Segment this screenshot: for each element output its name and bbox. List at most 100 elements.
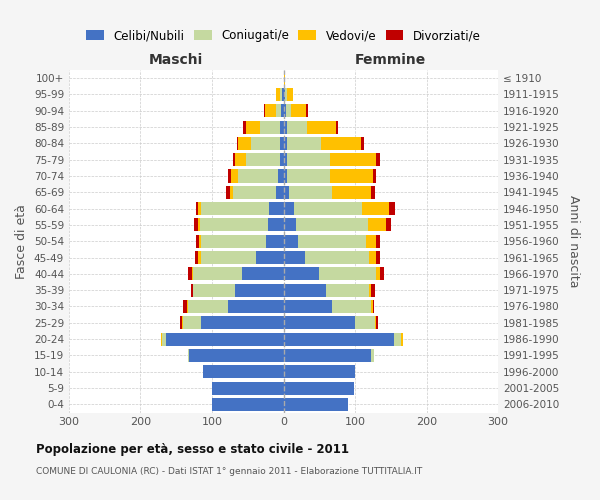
Bar xyxy=(289,186,332,199)
Bar xyxy=(245,153,280,166)
Bar xyxy=(330,153,376,166)
Bar xyxy=(371,284,375,296)
Bar xyxy=(305,104,308,118)
Bar xyxy=(284,349,371,362)
Bar xyxy=(284,218,296,232)
Bar xyxy=(242,268,284,280)
Bar xyxy=(287,153,330,166)
Bar xyxy=(228,170,232,182)
Bar xyxy=(162,332,166,345)
Bar xyxy=(284,251,305,264)
Bar xyxy=(195,251,199,264)
Bar xyxy=(196,202,198,215)
Y-axis label: Fasce di età: Fasce di età xyxy=(16,204,28,279)
Bar xyxy=(226,186,230,199)
Bar xyxy=(280,88,282,101)
Bar xyxy=(201,202,269,215)
Bar xyxy=(376,268,380,280)
Bar xyxy=(362,202,389,215)
Bar xyxy=(230,186,233,199)
Bar xyxy=(284,398,348,411)
Bar xyxy=(184,316,201,330)
Bar xyxy=(401,332,403,345)
Bar xyxy=(287,137,322,150)
Bar xyxy=(212,398,284,411)
Bar xyxy=(294,202,362,215)
Bar xyxy=(268,218,284,232)
Bar xyxy=(376,251,380,264)
Bar xyxy=(307,120,335,134)
Bar xyxy=(284,284,326,296)
Bar xyxy=(232,170,238,182)
Bar xyxy=(319,268,376,280)
Text: Femmine: Femmine xyxy=(355,52,427,66)
Bar xyxy=(284,137,287,150)
Bar xyxy=(376,153,380,166)
Bar xyxy=(235,153,245,166)
Bar xyxy=(394,332,401,345)
Bar xyxy=(292,104,305,118)
Bar xyxy=(194,218,198,232)
Bar xyxy=(305,251,370,264)
Bar xyxy=(371,300,373,313)
Bar xyxy=(284,202,294,215)
Bar xyxy=(371,186,375,199)
Bar xyxy=(330,170,373,182)
Bar xyxy=(275,104,281,118)
Bar xyxy=(389,202,395,215)
Text: COMUNE DI CAULONIA (RC) - Dati ISTAT 1° gennaio 2011 - Elaborazione TUTTITALIA.I: COMUNE DI CAULONIA (RC) - Dati ISTAT 1° … xyxy=(36,468,422,476)
Bar xyxy=(238,137,251,150)
Bar xyxy=(200,218,268,232)
Bar xyxy=(201,316,284,330)
Bar xyxy=(188,268,192,280)
Bar xyxy=(335,120,338,134)
Bar xyxy=(368,218,386,232)
Bar xyxy=(233,186,277,199)
Bar xyxy=(322,137,361,150)
Bar xyxy=(284,120,287,134)
Bar xyxy=(245,120,260,134)
Bar xyxy=(296,218,368,232)
Bar xyxy=(386,218,391,232)
Bar xyxy=(197,218,200,232)
Bar xyxy=(196,234,199,248)
Bar xyxy=(284,170,287,182)
Bar xyxy=(282,88,284,101)
Bar xyxy=(284,268,319,280)
Bar xyxy=(355,316,375,330)
Bar xyxy=(287,170,330,182)
Bar xyxy=(238,170,278,182)
Bar xyxy=(376,234,380,248)
Bar xyxy=(200,251,256,264)
Bar xyxy=(166,332,284,345)
Bar xyxy=(284,72,285,85)
Bar xyxy=(188,300,228,313)
Bar xyxy=(265,104,275,118)
Bar xyxy=(281,104,284,118)
Bar xyxy=(256,251,284,264)
Bar xyxy=(371,349,374,362)
Bar xyxy=(189,349,284,362)
Bar xyxy=(198,202,201,215)
Legend: Celibi/Nubili, Coniugati/e, Vedovi/e, Divorziati/e: Celibi/Nubili, Coniugati/e, Vedovi/e, Di… xyxy=(82,24,485,47)
Bar xyxy=(191,284,193,296)
Bar xyxy=(278,170,284,182)
Bar xyxy=(370,251,376,264)
Bar xyxy=(373,300,374,313)
Bar xyxy=(332,300,371,313)
Bar xyxy=(182,316,184,330)
Bar xyxy=(193,284,235,296)
Bar xyxy=(284,316,355,330)
Bar xyxy=(380,268,383,280)
Bar xyxy=(199,234,201,248)
Bar xyxy=(280,153,284,166)
Bar xyxy=(284,300,332,313)
Bar xyxy=(260,120,280,134)
Bar xyxy=(284,88,285,101)
Bar xyxy=(375,316,376,330)
Bar xyxy=(326,284,370,296)
Bar xyxy=(188,349,189,362)
Bar xyxy=(212,382,284,394)
Bar xyxy=(237,137,238,150)
Bar xyxy=(187,300,188,313)
